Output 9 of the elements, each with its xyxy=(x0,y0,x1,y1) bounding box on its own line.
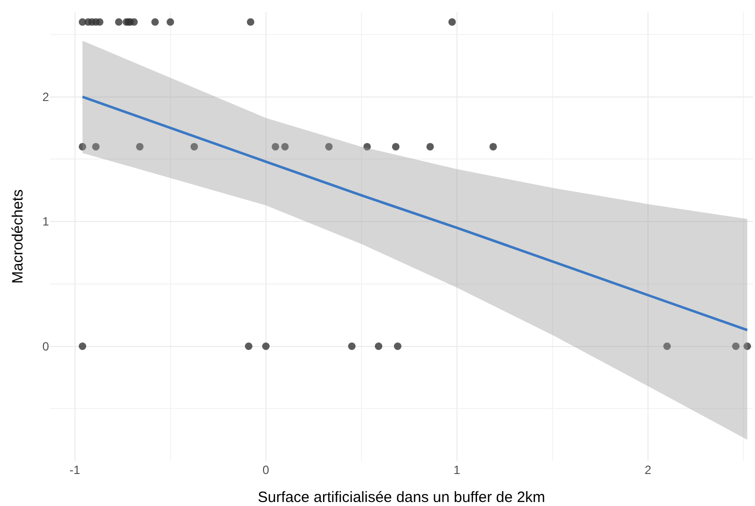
y-tick-label: 2 xyxy=(42,90,50,104)
x-tick-label: -1 xyxy=(69,463,80,477)
x-tick-label: 0 xyxy=(262,463,270,477)
x-tick-label: 1 xyxy=(454,463,461,477)
x-axis-title: Surface artificialisée dans un buffer de 2km xyxy=(258,489,546,506)
y-tick-label: 0 xyxy=(42,339,50,354)
y-axis-title: Macrodéchets xyxy=(10,189,27,284)
x-tick-label: 2 xyxy=(644,463,652,477)
y-tick-label: 1 xyxy=(42,214,50,229)
